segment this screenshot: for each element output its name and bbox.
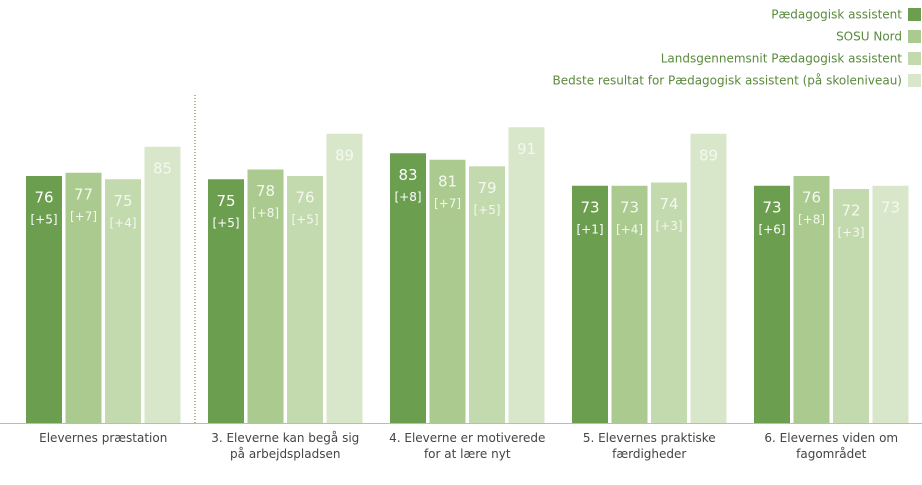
x-tick-line: 5. Elevernes praktiske xyxy=(583,431,716,445)
delta-label: [+7] xyxy=(70,209,97,223)
bar xyxy=(26,176,62,423)
value-label: 78 xyxy=(256,182,275,200)
x-tick-line: færdigheder xyxy=(612,447,686,461)
bar xyxy=(65,172,102,423)
delta-label: [+4] xyxy=(616,222,643,236)
bar xyxy=(872,185,909,423)
delta-label: [+7] xyxy=(434,196,461,210)
legend-label: Pædagogisk assistent xyxy=(771,8,902,22)
value-label: 79 xyxy=(477,179,496,197)
value-label: 73 xyxy=(762,198,781,216)
bar xyxy=(144,146,181,423)
value-label: 89 xyxy=(699,146,718,164)
x-tick-line: 4. Eleverne er motiverede xyxy=(389,431,545,445)
bar xyxy=(572,185,608,423)
x-tick-line: fagområdet xyxy=(796,447,867,461)
bar xyxy=(508,127,545,423)
bar xyxy=(690,133,727,423)
delta-label: [+6] xyxy=(758,222,785,236)
x-tick-line: Elevernes præstation xyxy=(39,431,167,445)
x-tick-label: 3. Eleverne kan begå sig på arbejdspladse… xyxy=(211,431,359,461)
value-label: 73 xyxy=(620,198,639,216)
bar xyxy=(611,185,648,423)
delta-label: [+5] xyxy=(473,203,500,217)
delta-label: [+8] xyxy=(394,190,421,204)
bar xyxy=(793,176,830,423)
value-label: 76 xyxy=(295,189,314,207)
x-tick-line: 3. Eleverne kan begå sig xyxy=(211,431,359,445)
bar xyxy=(429,159,466,423)
legend-swatch xyxy=(908,74,921,87)
bar xyxy=(833,189,869,423)
value-label: 75 xyxy=(113,192,132,210)
value-label: 77 xyxy=(74,185,93,203)
legend-swatch xyxy=(908,30,921,43)
value-label: 76 xyxy=(34,189,53,207)
delta-label: [+5] xyxy=(212,216,239,230)
x-tick-label: 6. Elevernes viden om fagområdet xyxy=(764,431,898,461)
legend-swatch xyxy=(908,52,921,65)
delta-label: [+8] xyxy=(798,213,825,227)
value-label: 91 xyxy=(517,140,536,158)
bar xyxy=(390,153,426,423)
legend-label: Landsgennemsnit Pædagogisk assistent xyxy=(661,52,903,66)
bar xyxy=(287,176,323,423)
bar xyxy=(469,166,505,423)
value-label: 72 xyxy=(841,202,860,220)
bar xyxy=(326,133,363,423)
value-label: 81 xyxy=(438,172,457,190)
bar xyxy=(247,169,284,423)
value-label: 76 xyxy=(802,189,821,207)
x-tick-line: for at lære nyt xyxy=(424,447,511,461)
bar xyxy=(105,179,141,423)
delta-label: [+3] xyxy=(655,219,682,233)
value-label: 83 xyxy=(398,166,417,184)
value-label: 85 xyxy=(153,159,172,177)
bar xyxy=(651,182,687,423)
legend-label: SOSU Nord xyxy=(836,30,902,44)
delta-label: [+8] xyxy=(252,206,279,220)
x-tick-label: 4. Eleverne er motiverede for at lære nyt xyxy=(389,431,545,461)
value-label: 73 xyxy=(580,198,599,216)
legend-swatch xyxy=(908,8,921,21)
bar xyxy=(754,185,790,423)
delta-label: [+1] xyxy=(576,222,603,236)
value-label: 89 xyxy=(335,146,354,164)
x-tick-label: Elevernes præstation xyxy=(39,431,167,445)
delta-label: [+4] xyxy=(109,216,136,230)
x-tick-label: 5. Elevernes praktiske færdigheder xyxy=(583,431,716,461)
value-label: 73 xyxy=(881,198,900,216)
value-label: 74 xyxy=(659,195,678,213)
x-tick-line: 6. Elevernes viden om xyxy=(764,431,898,445)
delta-label: [+3] xyxy=(837,226,864,240)
delta-label: [+5] xyxy=(30,213,57,227)
value-label: 75 xyxy=(216,192,235,210)
x-tick-line: på arbejdspladsen xyxy=(230,447,340,461)
legend-label: Bedste resultat for Pædagogisk assistent… xyxy=(553,74,902,88)
delta-label: [+5] xyxy=(291,213,318,227)
bar xyxy=(208,179,244,423)
